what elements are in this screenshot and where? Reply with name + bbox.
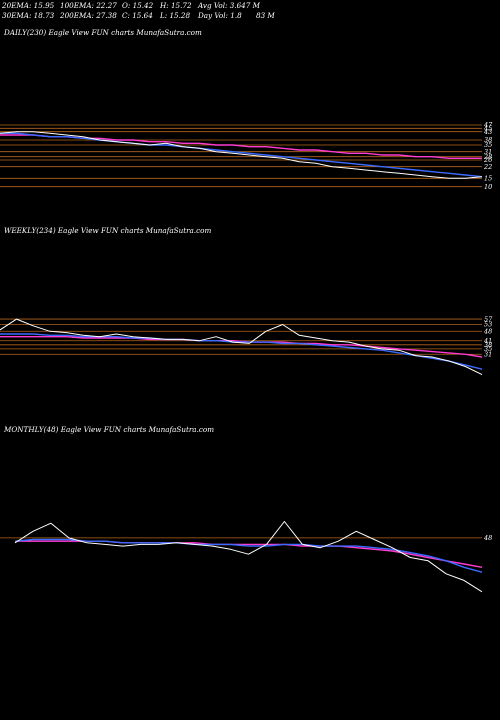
- y-tick-label: 22: [483, 163, 492, 171]
- price-line: [0, 318, 483, 376]
- y-tick-label: 38: [484, 341, 492, 349]
- stat-30ema: 30EMA: 18.73: [2, 11, 55, 20]
- y-tick-label: 28: [483, 153, 492, 161]
- y-tick-label: 35: [484, 345, 492, 353]
- y-tick-label: 26: [483, 156, 492, 164]
- y-tick-label: 10: [484, 183, 492, 191]
- y-tick-label: 43: [483, 128, 492, 136]
- stat-avg-vol: Avg Vol: 3.647 M: [198, 1, 260, 10]
- y-tick-label: 31: [484, 350, 492, 358]
- y-tick-label: 41: [483, 337, 492, 345]
- price-line: [14, 521, 483, 593]
- y-tick-label: 31: [484, 148, 492, 156]
- stat-low: L: 15.28: [160, 11, 191, 20]
- monthly-panel-title: MONTHLY(48) Eagle View FUN charts Munafa…: [4, 425, 215, 434]
- stat-high: H: 15.72: [160, 1, 192, 10]
- price-line: [0, 131, 483, 179]
- stat-day-vol-unit: 83 M: [256, 11, 275, 20]
- stat-20ema: 20EMA: 15.95: [2, 1, 55, 10]
- y-tick-label: 38: [484, 136, 492, 144]
- y-tick-label: 15: [484, 175, 492, 183]
- short-ema-line: [14, 538, 483, 573]
- y-tick-label: 48: [483, 534, 492, 542]
- y-tick-label: 57: [484, 315, 493, 323]
- y-tick-label: 47: [483, 121, 493, 129]
- long-ema-line: [0, 134, 482, 160]
- stat-200ema: 200EMA: 27.38: [60, 11, 117, 20]
- short-ema-line: [0, 132, 483, 178]
- y-tick-label: 48: [483, 327, 492, 335]
- y-tick-label: 53: [484, 321, 492, 329]
- short-ema-line: [0, 333, 483, 370]
- y-tick-label: 45: [483, 125, 492, 133]
- y-tick-label: 35: [484, 141, 492, 149]
- weekly-panel-title: WEEKLY(234) Eagle View FUN charts Munafa…: [4, 226, 212, 235]
- stat-open: O: 15.42: [122, 1, 154, 10]
- stat-day-vol: Day Vol: 1.8: [198, 11, 242, 20]
- stat-100ema: 100EMA: 22.27: [60, 1, 117, 10]
- stat-close: C: 15.64: [122, 11, 153, 20]
- daily-panel-title: DAILY(230) Eagle View FUN charts MunafaS…: [4, 28, 202, 37]
